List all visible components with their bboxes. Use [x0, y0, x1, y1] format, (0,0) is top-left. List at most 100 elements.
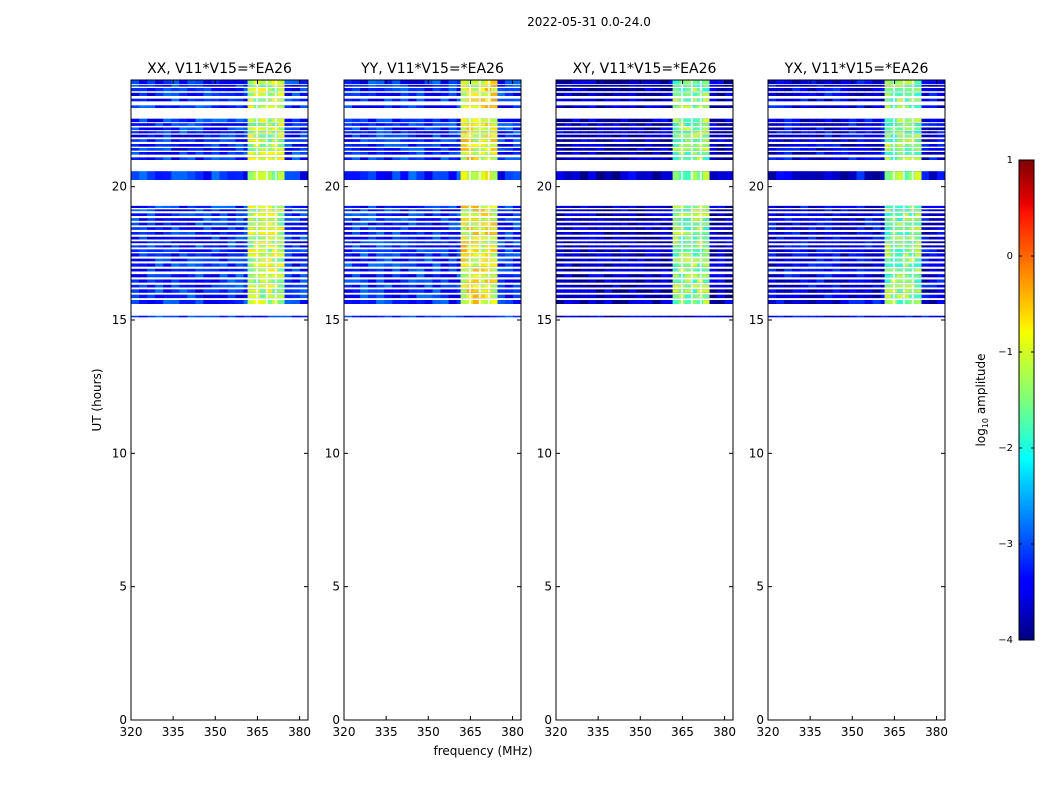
heatmap-cell	[147, 88, 156, 92]
heatmap-cell	[171, 222, 180, 226]
rfi-cell	[247, 232, 255, 235]
heatmap-cell	[155, 157, 164, 160]
heatmap-cell	[620, 157, 630, 160]
heatmap-cell	[556, 88, 565, 92]
rfi-cell	[672, 249, 680, 252]
heatmap-cell	[816, 274, 825, 278]
heatmap-cell	[448, 236, 458, 240]
heatmap-cell	[644, 84, 654, 87]
rfi-cell	[472, 300, 480, 304]
rfi-gap	[893, 134, 895, 138]
rfi-gap	[256, 88, 258, 92]
rfi-cell	[884, 268, 892, 272]
heatmap-cell	[408, 268, 418, 272]
heatmap-cell	[824, 258, 833, 262]
x-tick-label: 320	[120, 725, 143, 739]
rfi-cell	[672, 294, 680, 299]
heatmap-cell	[384, 245, 393, 248]
rfi-cell	[884, 152, 892, 155]
heatmap-cell	[171, 84, 180, 87]
heatmap-cell	[612, 152, 621, 155]
heatmap-cell	[163, 279, 172, 283]
heatmap-cell	[920, 139, 930, 142]
rfi-gap	[893, 279, 895, 283]
heatmap-cell	[432, 144, 442, 147]
rfi-cell	[472, 131, 480, 134]
colorbar-label-sub: 10	[981, 418, 990, 428]
heatmap-cell	[512, 139, 521, 142]
rfi-cell	[690, 88, 698, 92]
rfi-gap	[256, 289, 258, 293]
heatmap-cell	[368, 80, 377, 84]
heatmap-cell	[352, 284, 361, 288]
rfi-cell	[478, 84, 486, 87]
heatmap-cell	[400, 268, 409, 272]
heatmap-cell	[792, 284, 801, 288]
heatmap-cell	[776, 249, 785, 252]
heatmap-cell	[808, 152, 817, 155]
heatmap-cell	[283, 157, 293, 160]
heatmap-cell	[131, 134, 140, 138]
heatmap-cell	[195, 249, 205, 252]
rfi-cell	[472, 148, 480, 151]
heatmap-cell	[299, 236, 308, 240]
y-tick-label: 0	[332, 713, 340, 727]
rfi-cell	[259, 218, 267, 221]
rfi-cell	[902, 227, 910, 230]
rfi-cell	[884, 279, 892, 283]
panel-frame	[130, 79, 309, 721]
heatmap-cell	[512, 92, 521, 96]
rfi-cell	[896, 171, 904, 180]
heatmap-cell	[131, 213, 140, 216]
heatmap-cell	[368, 236, 377, 240]
heatmap-cell	[368, 213, 377, 216]
heatmap-cell	[203, 209, 213, 212]
rfi-cell	[478, 144, 486, 147]
rfi-gap	[690, 88, 693, 92]
heatmap-cell	[235, 157, 245, 160]
rfi-cell	[684, 84, 692, 87]
rfi-cell	[896, 80, 904, 84]
heatmap-cell	[792, 84, 801, 87]
rfi-cell	[684, 222, 692, 226]
panel-title: XY, V11*V15=*EA26	[573, 61, 717, 77]
rfi-gap	[265, 289, 268, 293]
heatmap-cell	[660, 289, 670, 293]
heatmap-cell	[384, 148, 393, 151]
heatmap-cell	[612, 88, 621, 92]
heatmap-cell	[352, 245, 361, 248]
heatmap-cell	[800, 284, 809, 288]
heatmap-cell	[588, 123, 597, 126]
heatmap-cell	[636, 236, 646, 240]
heatmap-cell	[572, 258, 581, 262]
rfi-gap	[256, 92, 258, 96]
rfi-cell	[265, 139, 273, 142]
heatmap-cell	[432, 218, 442, 221]
heatmap-cell	[512, 236, 521, 240]
heatmap-cell	[564, 218, 573, 221]
heatmap-cell	[588, 236, 597, 240]
rfi-gap	[893, 157, 895, 160]
heatmap-cell	[660, 84, 670, 87]
heatmap-cell	[776, 152, 785, 155]
heatmap-cell	[360, 134, 369, 138]
rfi-gap	[265, 249, 268, 252]
heatmap-cell	[179, 232, 188, 235]
rfi-cell	[884, 209, 892, 212]
heatmap-cell	[283, 258, 293, 262]
heatmap-cell	[496, 236, 506, 240]
heatmap-cell	[716, 118, 726, 123]
heatmap-cell	[716, 213, 726, 216]
heatmap-cell	[864, 245, 874, 248]
heatmap-cell	[392, 127, 401, 131]
heatmap-cell	[620, 284, 630, 288]
heatmap-cell	[291, 127, 301, 131]
heatmap-cell	[816, 152, 825, 155]
rfi-cell	[259, 98, 267, 102]
rfi-gap	[893, 88, 895, 92]
rfi-cell	[896, 88, 904, 92]
heatmap-cell	[219, 268, 229, 272]
rfi-cell	[684, 171, 692, 180]
heatmap-cell	[227, 134, 237, 138]
heatmap-cell	[360, 88, 369, 92]
